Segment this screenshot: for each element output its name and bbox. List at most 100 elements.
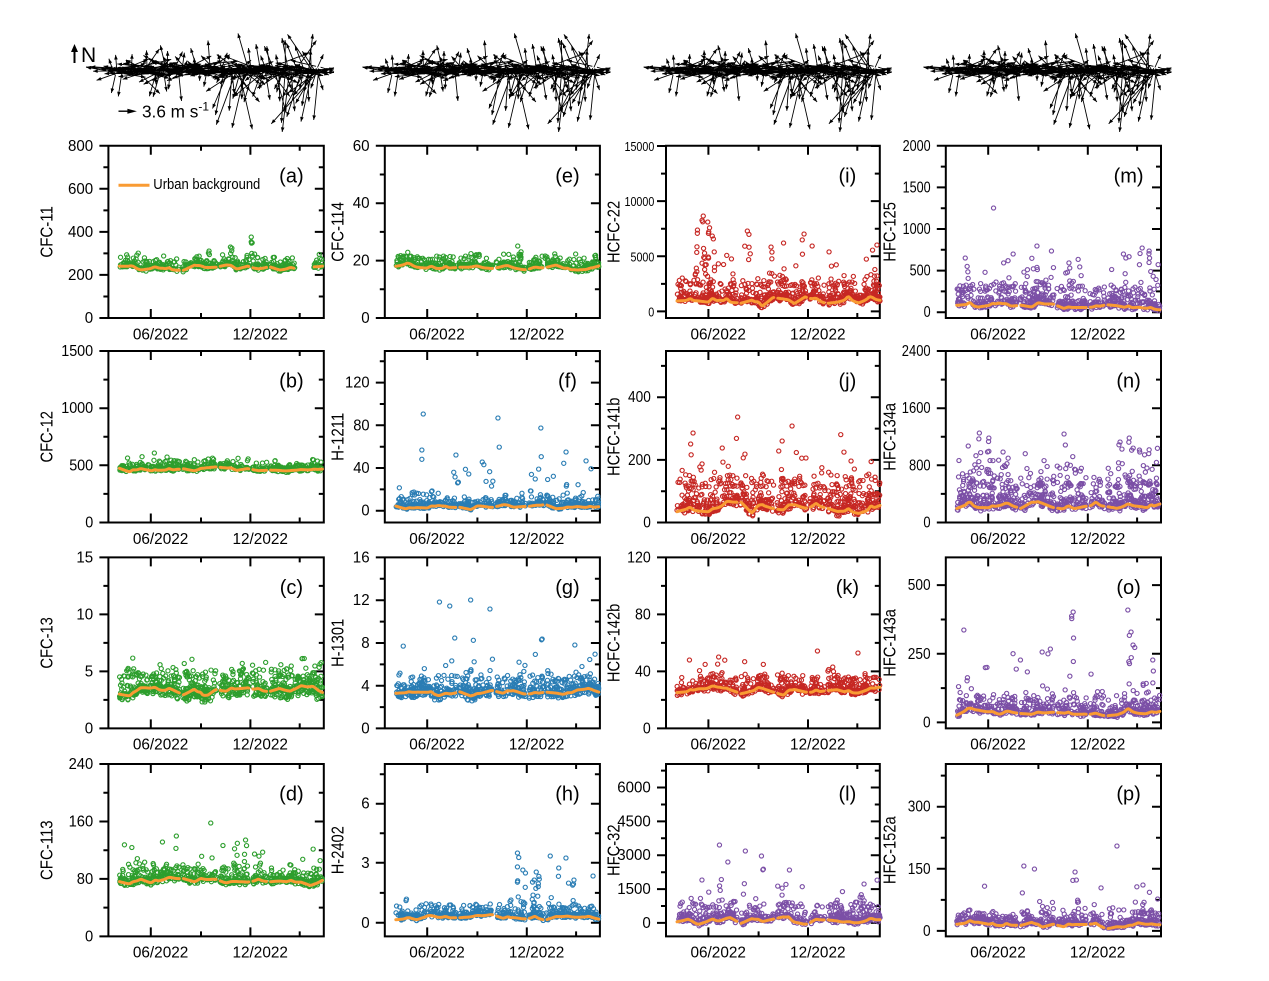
svg-text:500: 500	[910, 263, 931, 280]
svg-text:0: 0	[361, 503, 370, 520]
svg-text:(p): (p)	[1116, 784, 1140, 806]
svg-text:N: N	[81, 44, 96, 67]
svg-text:12: 12	[353, 592, 370, 609]
svg-text:12/2022: 12/2022	[509, 945, 565, 962]
svg-text:15000: 15000	[625, 140, 655, 154]
svg-text:160: 160	[69, 814, 94, 831]
svg-text:6000: 6000	[617, 780, 651, 797]
svg-text:HFC-134a: HFC-134a	[880, 403, 900, 471]
svg-text:06/2022: 06/2022	[133, 945, 189, 962]
svg-text:06/2022: 06/2022	[690, 945, 746, 962]
svg-text:12/2022: 12/2022	[790, 945, 846, 962]
svg-text:(k): (k)	[836, 577, 859, 599]
svg-text:12/2022: 12/2022	[790, 737, 846, 754]
svg-text:4500: 4500	[617, 813, 651, 830]
svg-text:800: 800	[68, 138, 94, 155]
svg-text:0: 0	[923, 515, 931, 532]
svg-text:20: 20	[353, 253, 370, 270]
svg-text:0: 0	[361, 915, 370, 932]
svg-text:06/2022: 06/2022	[970, 737, 1026, 754]
svg-text:CFC-113: CFC-113	[37, 820, 57, 880]
svg-text:H-1211: H-1211	[328, 413, 348, 461]
svg-text:5: 5	[85, 663, 93, 680]
svg-text:06/2022: 06/2022	[970, 326, 1026, 343]
svg-text:HFC-143a: HFC-143a	[880, 609, 900, 677]
svg-text:5000: 5000	[631, 250, 655, 264]
svg-text:HFC-152a: HFC-152a	[880, 816, 900, 884]
svg-text:12/2022: 12/2022	[509, 737, 565, 754]
svg-text:0: 0	[361, 720, 370, 737]
svg-text:10000: 10000	[625, 195, 655, 209]
svg-text:1500: 1500	[617, 881, 651, 898]
svg-text:16: 16	[353, 549, 370, 566]
svg-text:HCFC-142b: HCFC-142b	[604, 604, 624, 682]
svg-text:(d): (d)	[279, 784, 303, 806]
svg-text:(i): (i)	[839, 165, 857, 187]
svg-text:12/2022: 12/2022	[1070, 326, 1126, 343]
svg-text:06/2022: 06/2022	[690, 737, 746, 754]
svg-text:80: 80	[353, 417, 370, 434]
svg-text:200: 200	[68, 267, 94, 284]
svg-text:12/2022: 12/2022	[1070, 737, 1126, 754]
svg-text:(c): (c)	[280, 577, 303, 599]
svg-text:0: 0	[85, 310, 94, 327]
svg-text:06/2022: 06/2022	[690, 326, 746, 343]
svg-text:2000: 2000	[903, 138, 931, 155]
svg-text:06/2022: 06/2022	[409, 326, 465, 343]
svg-text:06/2022: 06/2022	[133, 326, 189, 343]
svg-text:12/2022: 12/2022	[1070, 945, 1126, 962]
svg-text:(j): (j)	[839, 371, 857, 393]
svg-text:0: 0	[85, 515, 93, 532]
svg-text:500: 500	[908, 577, 931, 594]
svg-text:06/2022: 06/2022	[133, 737, 189, 754]
svg-text:200: 200	[628, 452, 651, 469]
svg-text:06/2022: 06/2022	[409, 531, 465, 548]
svg-text:0: 0	[361, 310, 370, 327]
svg-text:06/2022: 06/2022	[409, 945, 465, 962]
svg-text:06/2022: 06/2022	[970, 531, 1026, 548]
svg-text:0: 0	[923, 923, 931, 940]
svg-text:1500: 1500	[61, 343, 93, 360]
svg-text:0: 0	[642, 915, 651, 932]
svg-text:8: 8	[361, 635, 369, 652]
svg-text:(l): (l)	[839, 784, 857, 806]
svg-text:0: 0	[648, 305, 654, 319]
svg-text:06/2022: 06/2022	[970, 945, 1026, 962]
svg-text:0: 0	[643, 515, 651, 532]
svg-text:3: 3	[361, 855, 369, 872]
svg-text:12/2022: 12/2022	[232, 326, 288, 343]
svg-text:12/2022: 12/2022	[1070, 531, 1126, 548]
svg-text:(e): (e)	[555, 165, 579, 187]
svg-text:800: 800	[909, 457, 931, 474]
svg-text:150: 150	[908, 861, 931, 878]
svg-text:40: 40	[353, 195, 370, 212]
svg-text:HCFC-22: HCFC-22	[604, 201, 624, 263]
svg-text:12/2022: 12/2022	[509, 326, 565, 343]
svg-text:10: 10	[76, 606, 93, 623]
svg-text:120: 120	[345, 375, 370, 392]
svg-text:400: 400	[68, 224, 94, 241]
svg-text:H-2402: H-2402	[328, 826, 348, 874]
svg-text:06/2022: 06/2022	[409, 737, 465, 754]
svg-text:4: 4	[361, 678, 370, 695]
svg-text:06/2022: 06/2022	[690, 531, 746, 548]
svg-text:1000: 1000	[903, 221, 931, 238]
svg-text:500: 500	[69, 457, 93, 474]
svg-text:40: 40	[635, 663, 651, 680]
svg-text:1000: 1000	[61, 400, 93, 417]
svg-text:0: 0	[643, 720, 651, 737]
svg-text:2400: 2400	[902, 343, 931, 360]
svg-text:(m): (m)	[1114, 165, 1144, 187]
svg-text:06/2022: 06/2022	[133, 531, 189, 548]
svg-text:Urban background: Urban background	[153, 177, 260, 193]
svg-text:(b): (b)	[279, 371, 303, 393]
svg-text:CFC-13: CFC-13	[37, 617, 57, 669]
svg-text:60: 60	[353, 138, 370, 155]
svg-text:12/2022: 12/2022	[509, 531, 565, 548]
svg-text:HFC-125: HFC-125	[880, 202, 900, 262]
svg-text:3.6 m s-1: 3.6 m s-1	[142, 100, 209, 122]
svg-text:CFC-11: CFC-11	[37, 206, 57, 258]
svg-text:12/2022: 12/2022	[232, 737, 288, 754]
svg-text:(a): (a)	[279, 165, 303, 187]
svg-text:12/2022: 12/2022	[790, 326, 846, 343]
